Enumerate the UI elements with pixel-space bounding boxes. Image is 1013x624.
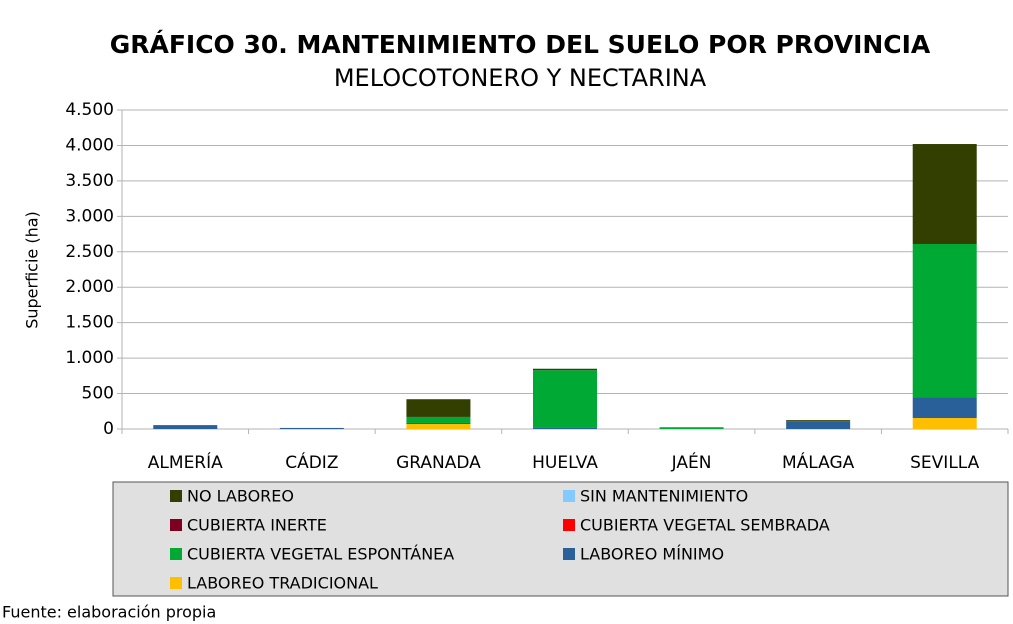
legend-label: CUBIERTA VEGETAL ESPONTÁNEA xyxy=(187,545,454,564)
legend-swatch xyxy=(563,548,575,560)
bar-segment xyxy=(406,422,471,425)
bar-segment xyxy=(533,368,597,371)
y-tick-label: 0 xyxy=(103,419,114,439)
bar-segment xyxy=(912,243,977,398)
y-tick-label: 1.500 xyxy=(65,313,114,333)
bar-segment xyxy=(533,427,597,429)
bar-segment xyxy=(533,370,597,428)
legend-label: CUBIERTA INERTE xyxy=(187,516,327,535)
bar-segment xyxy=(786,420,851,422)
legend-label: NO LABOREO xyxy=(187,487,294,506)
legend-swatch xyxy=(170,490,182,502)
x-tick-label: CÁDIZ xyxy=(285,451,338,473)
bar-segment xyxy=(406,424,471,429)
y-axis-label: Superficie (ha) xyxy=(23,211,42,329)
x-tick-label: MÁLAGA xyxy=(782,451,855,473)
y-tick-label: 2.500 xyxy=(65,242,114,262)
bar-segment xyxy=(406,416,471,423)
y-tick-label: 1.000 xyxy=(65,348,114,368)
x-tick-label: GRANADA xyxy=(396,453,481,473)
x-tick-label: HUELVA xyxy=(532,453,598,473)
legend-swatch xyxy=(170,548,182,560)
legend-label: LABOREO MÍNIMO xyxy=(580,545,724,564)
legend-label: LABOREO TRADICIONAL xyxy=(187,574,378,593)
bar-segment xyxy=(912,397,977,419)
legend-swatch xyxy=(170,577,182,589)
legend-box xyxy=(112,481,1009,597)
legend-swatch xyxy=(563,490,575,502)
legend-label: CUBIERTA VEGETAL SEMBRADA xyxy=(580,516,830,535)
y-tick-label: 4.500 xyxy=(65,100,114,120)
chart-subtitle: MELOCOTONERO Y NECTARINA xyxy=(334,64,707,92)
bar-segment xyxy=(406,399,471,417)
bar-segment xyxy=(912,418,977,429)
legend-label: SIN MANTENIMIENTO xyxy=(580,487,748,506)
y-tick-label: 3.000 xyxy=(65,206,114,226)
x-tick-label: JAÉN xyxy=(671,451,712,473)
bar-segment xyxy=(912,144,977,244)
source: Fuente: elaboración propia xyxy=(2,603,216,622)
bar-segment xyxy=(659,427,724,429)
bar-segment xyxy=(153,425,218,429)
y-tick-label: 4.000 xyxy=(65,135,114,155)
bar-segment xyxy=(786,421,851,429)
y-tick-label: 3.500 xyxy=(65,171,114,191)
y-tick-label: 2.000 xyxy=(65,277,114,297)
legend-swatch xyxy=(170,519,182,531)
x-tick-label: ALMERÍA xyxy=(148,451,223,473)
y-tick-label: 500 xyxy=(82,384,114,404)
chart-title: GRÁFICO 30. MANTENIMIENTO DEL SUELO POR … xyxy=(110,30,931,59)
x-tick-label: SEVILLA xyxy=(910,453,980,473)
bar-segment xyxy=(279,427,344,429)
legend-swatch xyxy=(563,519,575,531)
